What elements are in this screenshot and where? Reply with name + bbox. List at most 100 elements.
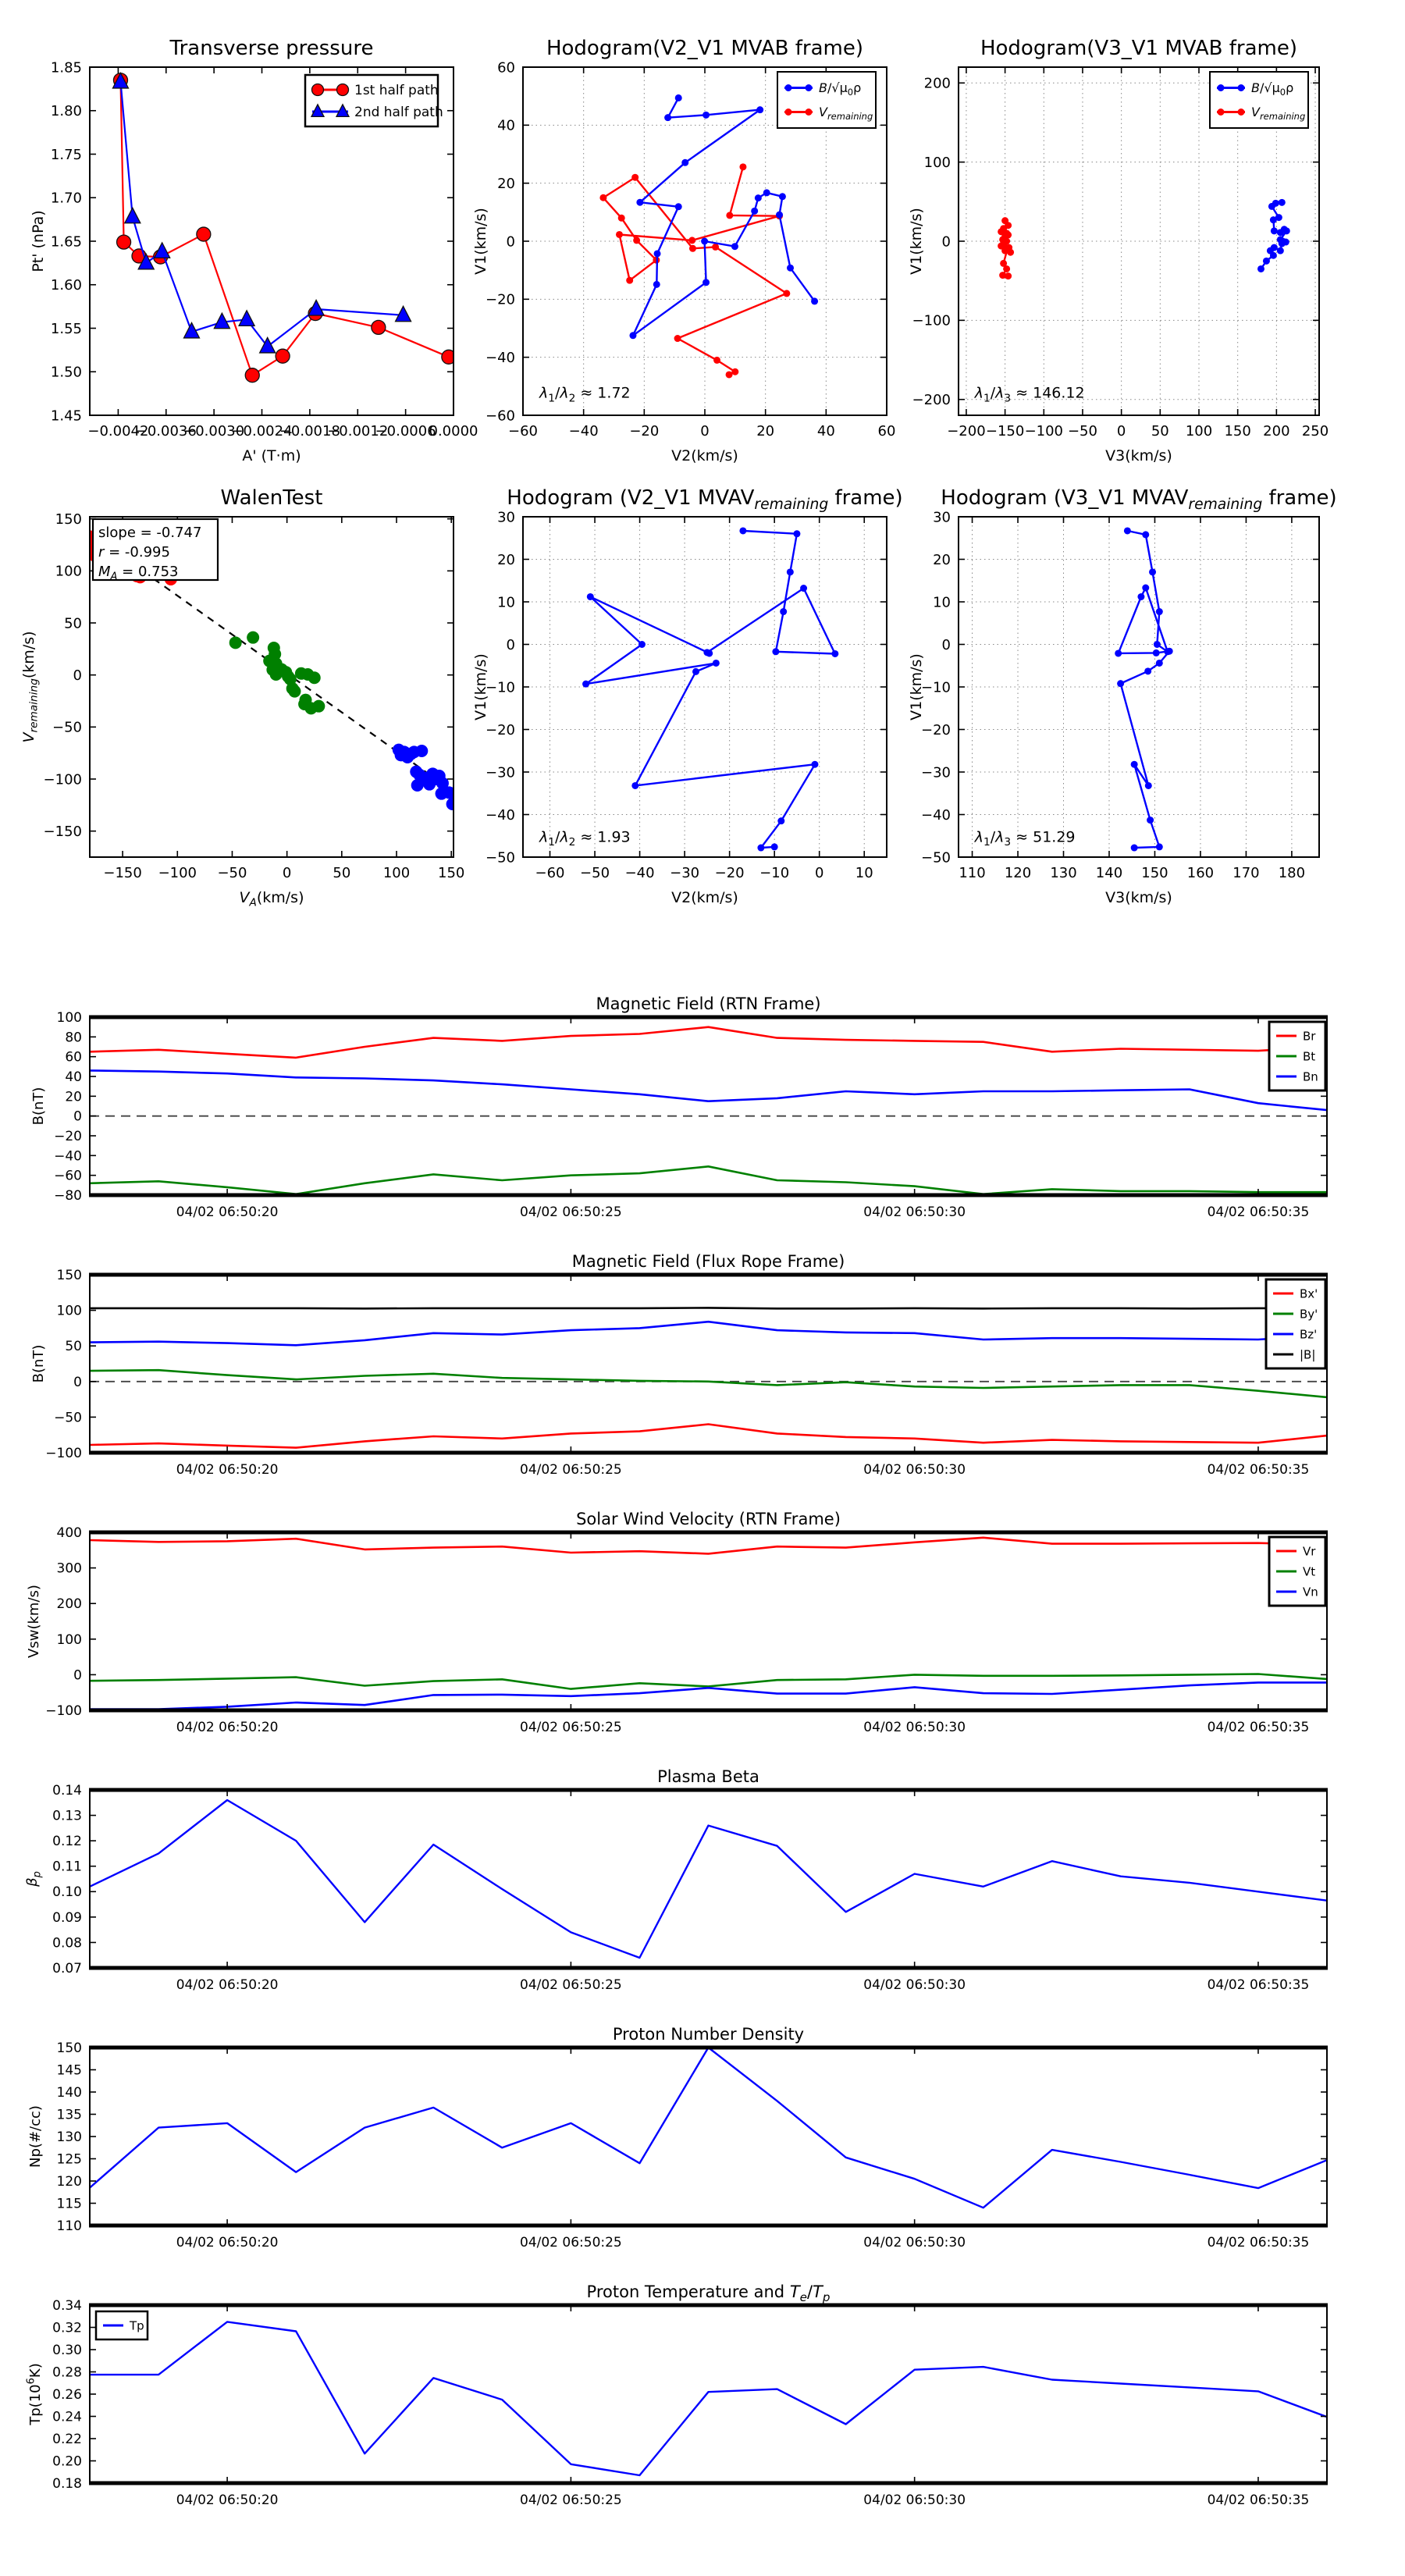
y-tick-label: 150 [57, 2041, 82, 2056]
x-tick-label: 04/02 06:50:20 [176, 1462, 279, 1478]
x-tick-label: 160 [1187, 865, 1214, 881]
chart-title: Magnetic Field (RTN Frame) [596, 994, 820, 1013]
y-tick-label: 20 [497, 176, 515, 192]
legend-label: 1st half path [354, 83, 439, 98]
y-axis-label: V1(km/s) [908, 208, 925, 275]
x-tick-label: 100 [383, 865, 410, 881]
x-tick-label: 04/02 06:50:25 [520, 2492, 622, 2508]
y-tick-label: 150 [55, 511, 82, 528]
chart-title: Hodogram(V3_V1 MVAB frame) [980, 37, 1297, 60]
legend-box [304, 73, 439, 128]
y-tick-label: 1.50 [51, 365, 82, 381]
x-tick-label: 04/02 06:50:35 [1208, 1720, 1310, 1735]
x-tick-label: −50 [1068, 423, 1097, 439]
y-tick-label: 30 [933, 509, 951, 525]
series-Vr [90, 1536, 1327, 1555]
chart-title: Hodogram(V2_V1 MVAB frame) [546, 37, 863, 60]
axes-frame: 04/02 06:50:20 04/02 06:50:25 04/02 06:50:… [54, 1010, 1328, 1220]
x-tick-label: 04/02 06:50:30 [863, 1462, 966, 1478]
axes-frame: 04/02 06:50:20 04/02 06:50:25 04/02 06:50:… [52, 2298, 1328, 2508]
chart-hodogram-v2v1-mvab: −60 −40 −20 0 20 40 60 −60 −40 −20 0 20 40 60 Hodogram… [472, 37, 895, 464]
chart-title: Solar Wind Velocity (RTN Frame) [576, 1510, 841, 1528]
y-tick-label: 50 [64, 615, 82, 632]
axes-frame: 04/02 06:50:20 04/02 06:50:25 04/02 06:50:… [52, 1783, 1328, 1993]
legend-label: |B| [1300, 1347, 1315, 1361]
y-tick-label: 0.26 [52, 2387, 82, 2403]
chart-solar-wind-velocity-rtn: 04/02 06:50:20 04/02 06:50:25 04/02 06:50:… [26, 1510, 1328, 1735]
legend-label: Vt [1303, 1564, 1315, 1578]
chart-proton-temperature: 04/02 06:50:20 04/02 06:50:25 04/02 06:50:… [25, 2282, 1328, 2508]
x-tick-label: −0.0030 [183, 423, 244, 439]
series-B-alfven [631, 97, 816, 336]
axes-frame: 04/02 06:50:20 04/02 06:50:25 04/02 06:50:… [45, 1268, 1328, 1478]
x-tick-label: 04/02 06:50:30 [863, 2235, 966, 2250]
y-tick-label: 0 [73, 1667, 82, 1683]
series-By' [90, 1368, 1327, 1399]
y-tick-label: 1.70 [51, 190, 82, 207]
chart-title: Proton Temperature and Te/Tp [587, 2282, 831, 2304]
x-tick-label: 04/02 06:50:25 [520, 2235, 622, 2250]
y-tick-label: 0.12 [52, 1834, 82, 1849]
x-tick-label: 120 [1005, 865, 1031, 881]
y-tick-label: 100 [57, 1632, 82, 1648]
x-tick-label: −50 [217, 865, 247, 881]
y-axis-label: B(nT) [30, 1345, 47, 1383]
stats-line: MA = 0.753 [98, 564, 179, 582]
series-V-remaining [602, 166, 788, 376]
y-tick-label: 0 [942, 637, 951, 653]
legend-box [777, 71, 877, 129]
x-tick-label: 04/02 06:50:25 [520, 1720, 622, 1735]
y-tick-label: 125 [57, 2151, 82, 2167]
x-tick-label: 0 [1117, 423, 1126, 439]
x-tick-label: −150 [103, 865, 141, 881]
y-tick-label: −20 [54, 1129, 82, 1144]
y-tick-label: −60 [54, 1169, 82, 1184]
series-Np [90, 2048, 1327, 2209]
chart-plasma-beta: 04/02 06:50:20 04/02 06:50:25 04/02 06:50:… [24, 1767, 1328, 1993]
x-tick-label: 04/02 06:50:35 [1208, 1462, 1310, 1478]
y-tick-label: 0 [507, 637, 515, 653]
y-tick-label: 20 [65, 1089, 82, 1105]
x-tick-label: −200 [947, 423, 985, 439]
x-tick-label: 04/02 06:50:20 [176, 1977, 279, 1993]
x-tick-label: 04/02 06:50:35 [1208, 1977, 1310, 1993]
y-tick-label: −60 [486, 407, 515, 424]
y-tick-label: −50 [486, 849, 515, 866]
series-Vn [90, 1681, 1327, 1710]
y-tick-label: 1.85 [51, 59, 82, 76]
y-tick-label: −20 [921, 722, 951, 738]
x-tick-label: 250 [1302, 423, 1329, 439]
x-tick-label: 150 [438, 865, 464, 881]
y-tick-label: 80 [65, 1030, 82, 1045]
y-tick-label: 0.18 [52, 2476, 82, 2492]
y-tick-label: 0.13 [52, 1809, 82, 1824]
y-tick-label: 60 [497, 59, 515, 76]
x-tick-label: −50 [580, 865, 610, 881]
y-tick-label: 0.14 [52, 1783, 82, 1799]
y-tick-label: −200 [912, 392, 951, 408]
series-2nd half path [119, 81, 404, 347]
legend-label: Tp [129, 2318, 144, 2332]
x-tick-label: −100 [1025, 423, 1063, 439]
x-tick-label: 04/02 06:50:20 [176, 1204, 279, 1220]
chart-proton-number-density: 04/02 06:50:20 04/02 06:50:25 04/02 06:50:… [27, 2025, 1328, 2250]
series-V-remaining-hodogram [1117, 529, 1171, 849]
series-layer [112, 72, 454, 383]
lambda-annotation: λ1/λ2 ≈ 1.93 [539, 828, 631, 849]
legend-label: Br [1303, 1029, 1316, 1043]
y-tick-label: 0 [73, 667, 82, 684]
y-tick-label: 0 [507, 233, 515, 250]
y-tick-label: −40 [921, 807, 951, 824]
chart-transverse-pressure: −0.0042−0.0036−0.0030−0.0024−0.0018−0.00… [30, 37, 478, 464]
axes-frame: 110 120 130 140 150 160 170 180 −50 −40 −30 −20 −10 0… [921, 509, 1320, 881]
x-tick-label: −0.0006 [375, 423, 436, 439]
x-tick-label: 04/02 06:50:35 [1208, 1204, 1310, 1220]
y-tick-label: 110 [57, 2218, 82, 2234]
y-axis-label: B(nT) [30, 1087, 47, 1126]
y-tick-label: 0.34 [52, 2298, 82, 2314]
y-tick-label: −150 [44, 824, 82, 840]
legend-label: By' [1300, 1307, 1318, 1321]
legend-box [1209, 71, 1309, 129]
y-tick-label: 150 [57, 1268, 82, 1283]
y-tick-label: −40 [486, 350, 515, 366]
